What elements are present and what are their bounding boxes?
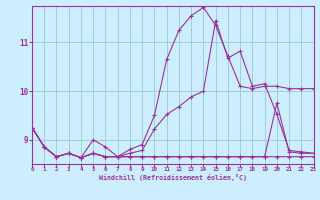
X-axis label: Windchill (Refroidissement éolien,°C): Windchill (Refroidissement éolien,°C) [99,174,247,181]
